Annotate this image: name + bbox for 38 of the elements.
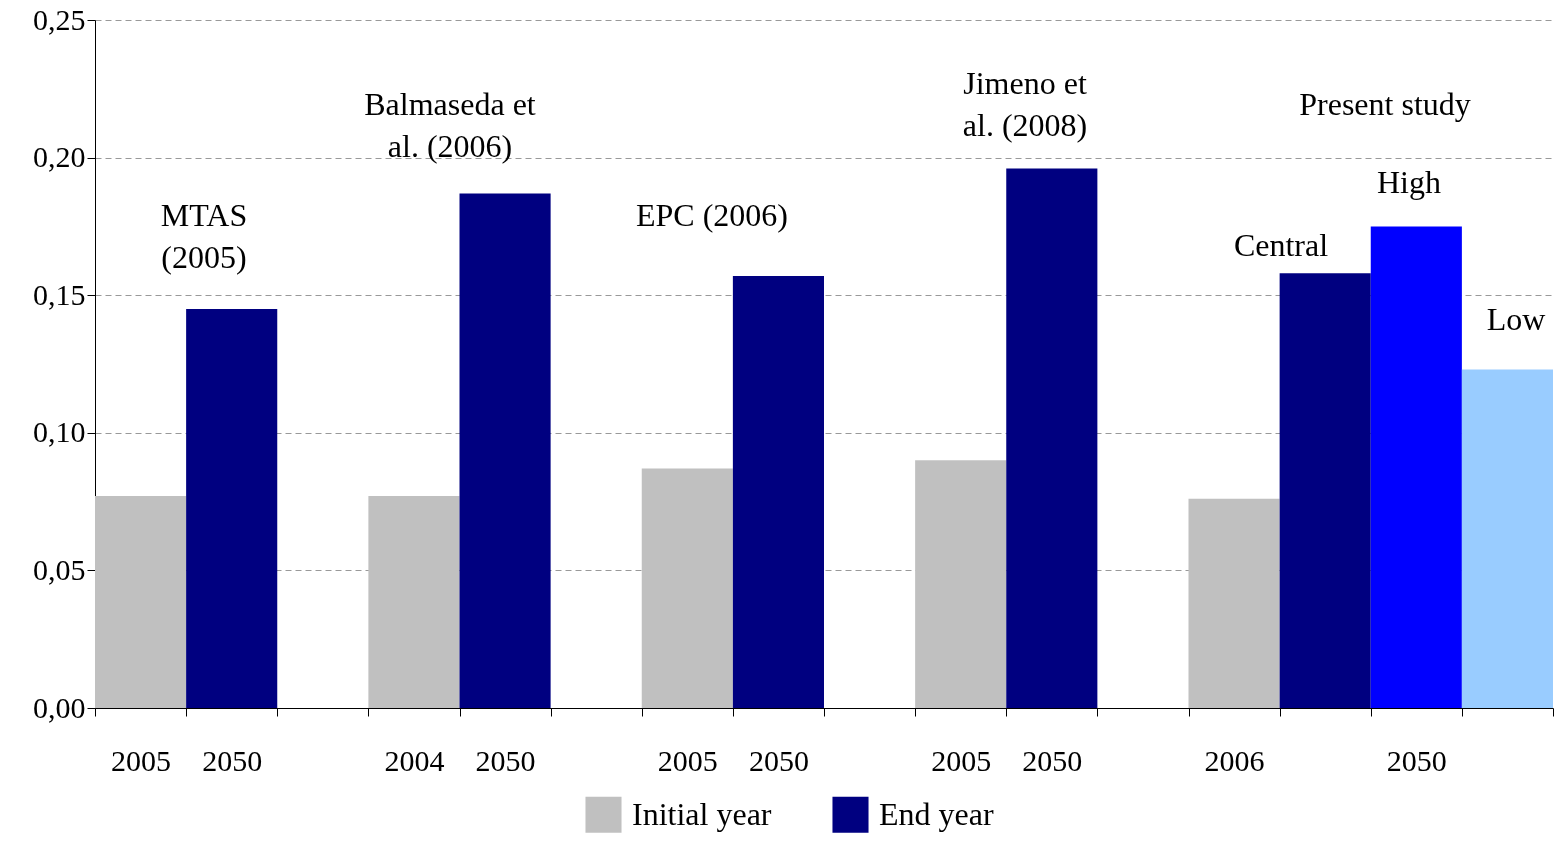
x-tick-label: 2005 — [111, 743, 172, 777]
annotation: EPC (2006) — [636, 197, 788, 233]
y-tick-label: 0,25 — [33, 2, 86, 36]
bar — [1279, 273, 1371, 708]
x-tick-label: 2050 — [475, 743, 536, 777]
y-tick-label: 0,20 — [33, 140, 86, 174]
annotation: Low — [1486, 301, 1546, 337]
annotation: High — [1377, 164, 1441, 200]
x-tick-label: 2050 — [1386, 743, 1447, 777]
annotation: MTAS (2005) — [160, 197, 248, 275]
bar — [95, 496, 187, 708]
bar — [459, 193, 551, 708]
legend-label: Initial year — [632, 795, 772, 832]
x-tick-label: 2050 — [202, 743, 263, 777]
x-tick-label: 2050 — [748, 743, 809, 777]
annotation: Central — [1233, 227, 1329, 263]
y-tick-label: 0,05 — [33, 552, 86, 586]
x-tick-label: 2005 — [931, 743, 992, 777]
annotation: Jimeno et al. (2008) — [962, 65, 1088, 143]
bar — [368, 496, 460, 708]
x-tick-label: 2004 — [384, 743, 445, 777]
bar — [1006, 168, 1098, 708]
y-tick-label: 0,15 — [33, 277, 86, 311]
x-tick-label: 2005 — [657, 743, 718, 777]
bar — [186, 308, 278, 708]
bar — [915, 460, 1007, 708]
bar — [1370, 226, 1462, 708]
y-tick-label: 0,10 — [33, 415, 86, 449]
annotation: Balmaseda et al. (2006) — [364, 86, 536, 164]
legend-label: End year — [879, 795, 994, 832]
x-tick-label: 2006 — [1204, 743, 1265, 777]
y-tick-label: 0,00 — [33, 690, 86, 724]
x-tick-label: 2050 — [1022, 743, 1083, 777]
bar — [1188, 498, 1280, 708]
bar — [1461, 369, 1553, 708]
bar — [641, 468, 733, 708]
annotation: Present study — [1299, 86, 1471, 122]
bar — [732, 275, 824, 708]
